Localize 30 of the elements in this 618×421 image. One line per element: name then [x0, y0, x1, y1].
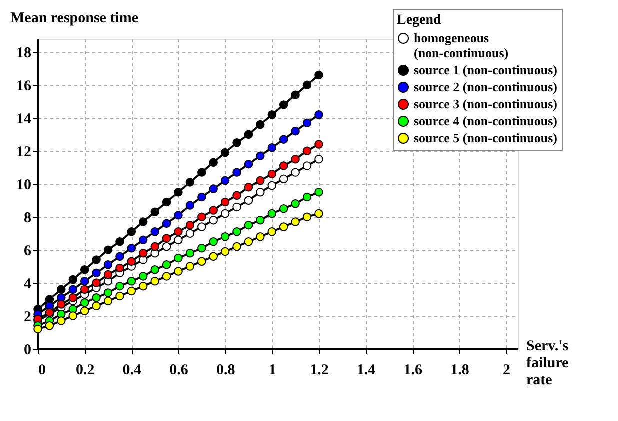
x-tick-label: 0.2 — [76, 362, 95, 378]
y-tick-label: 2 — [24, 310, 32, 326]
legend-title: Legend — [397, 13, 442, 28]
x-tick-label: 1.8 — [450, 362, 470, 378]
legend-label: source 3 (non-continuous) — [414, 96, 558, 112]
y-tick-label: 12 — [16, 144, 32, 161]
legend-label: source 2 (non-continuous) — [414, 80, 558, 94]
x-tick-label: 1.4 — [356, 362, 376, 378]
y-tick-label: 14 — [16, 112, 32, 128]
y-tick-label: 8 — [24, 210, 32, 227]
y-tick-label: 4 — [24, 276, 32, 293]
legend-label: source 1 (non-continuous) — [414, 62, 558, 78]
x-tick-label: 0.6 — [170, 362, 189, 378]
legend-label: homogeneous (non-continuous) — [414, 30, 509, 60]
legend-label: source 5 (non-continuous) — [414, 130, 558, 146]
y-tick-label: 18 — [16, 46, 32, 62]
y-tick-label: 10 — [16, 178, 32, 194]
x-tick-label: 2 — [503, 362, 511, 378]
y-tick-label: 6 — [24, 244, 32, 260]
x-tick-label: 0.8 — [216, 362, 236, 378]
legend-label: source 4 (non-continuous) — [414, 114, 558, 128]
x-axis-title: Serv.'s failure rate — [526, 338, 570, 388]
x-tick-label: 1.6 — [404, 362, 424, 378]
x-tick-label: 0.4 — [122, 362, 142, 378]
x-tick-label: 0 — [38, 362, 46, 378]
x-tick-label: 1 — [268, 362, 276, 378]
y-tick-label: 16 — [16, 78, 32, 95]
y-tick-label: 0 — [24, 342, 32, 358]
y-axis-title: Mean response time — [10, 10, 139, 26]
x-tick-label: 1.2 — [310, 362, 329, 378]
